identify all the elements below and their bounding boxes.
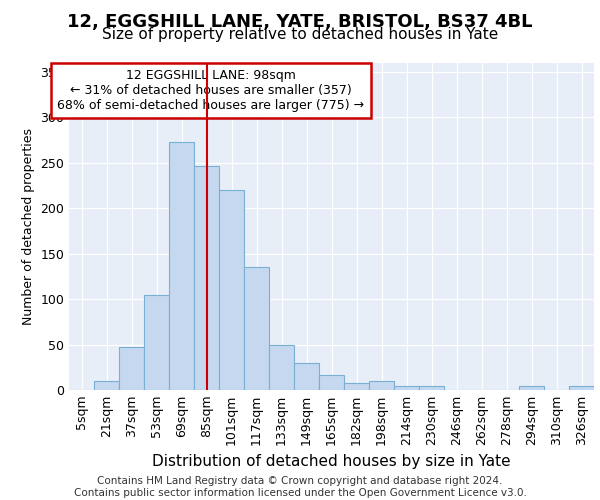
X-axis label: Distribution of detached houses by size in Yate: Distribution of detached houses by size …: [152, 454, 511, 468]
Bar: [344, 382, 369, 390]
Y-axis label: Number of detached properties: Number of detached properties: [22, 128, 35, 325]
Bar: [94, 381, 119, 390]
Text: Contains HM Land Registry data © Crown copyright and database right 2024.
Contai: Contains HM Land Registry data © Crown c…: [74, 476, 526, 498]
Bar: [269, 344, 294, 390]
Bar: [394, 386, 419, 390]
Bar: [569, 386, 594, 390]
Bar: [294, 362, 319, 390]
Bar: [319, 376, 344, 390]
Text: Size of property relative to detached houses in Yate: Size of property relative to detached ho…: [102, 28, 498, 42]
Bar: [194, 166, 219, 390]
Text: 12, EGGSHILL LANE, YATE, BRISTOL, BS37 4BL: 12, EGGSHILL LANE, YATE, BRISTOL, BS37 4…: [67, 12, 533, 30]
Text: 12 EGGSHILL LANE: 98sqm
← 31% of detached houses are smaller (357)
68% of semi-d: 12 EGGSHILL LANE: 98sqm ← 31% of detache…: [57, 69, 364, 112]
Bar: [519, 386, 544, 390]
Bar: [369, 381, 394, 390]
Bar: [219, 190, 244, 390]
Bar: [119, 347, 144, 390]
Bar: [419, 386, 444, 390]
Bar: [244, 267, 269, 390]
Bar: [144, 296, 169, 390]
Bar: [169, 142, 194, 390]
